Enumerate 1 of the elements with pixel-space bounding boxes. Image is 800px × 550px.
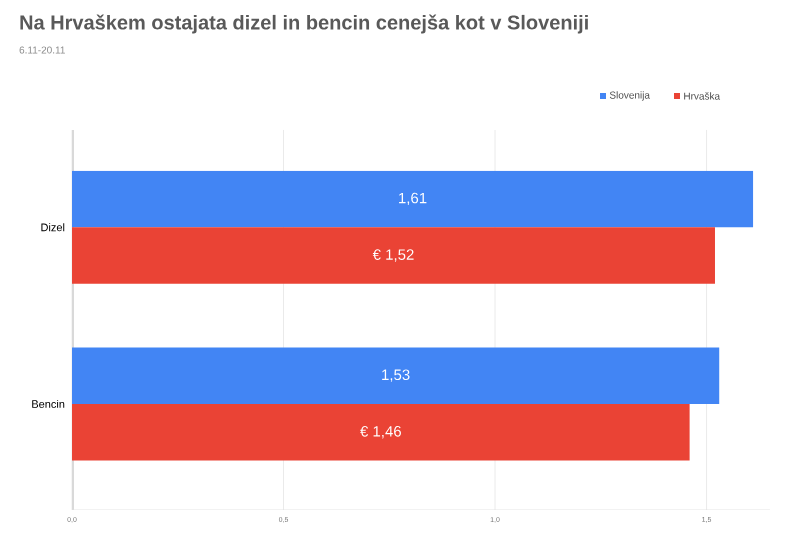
chart-title: Na Hrvaškem ostajata dizel in bencin cenejša kot v Sloveniji — [20, 14, 588, 34]
